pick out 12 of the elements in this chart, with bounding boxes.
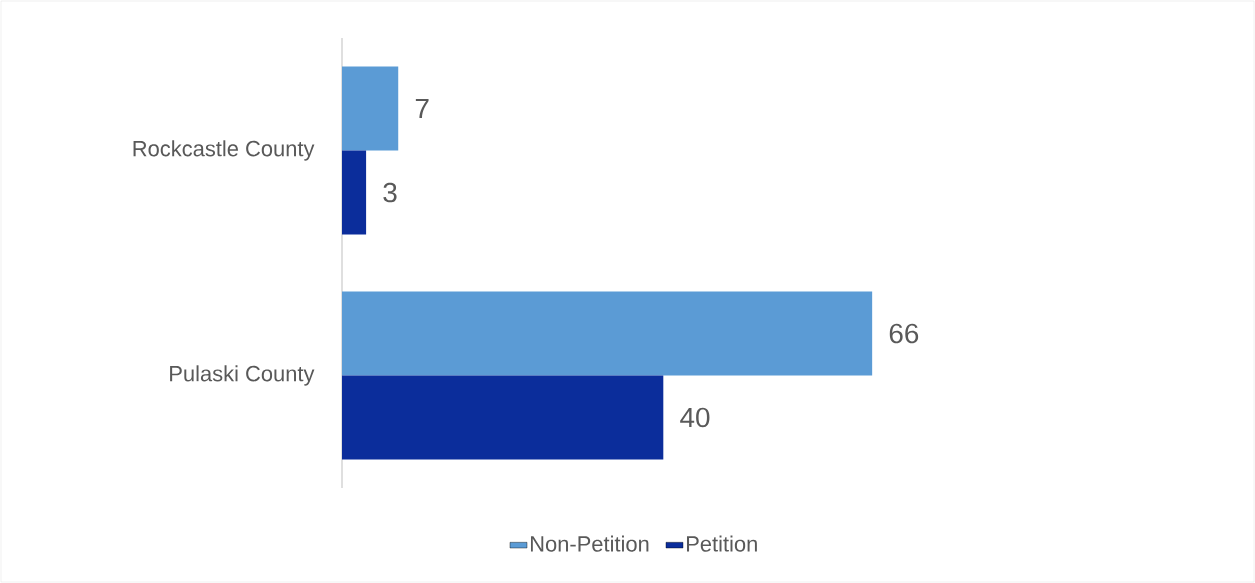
data-label: 7	[415, 98, 429, 119]
bar	[342, 150, 367, 235]
y-tick-label: Pulaski County	[170, 365, 315, 386]
y-tick-label: Rockcastle County	[133, 140, 315, 161]
bar	[342, 66, 399, 151]
data-label: 3	[383, 182, 397, 203]
bar	[342, 291, 873, 376]
legend-label: Non-Petition	[530, 535, 649, 552]
bar	[342, 375, 664, 460]
data-label: 40	[680, 407, 710, 428]
data-label: 66	[889, 323, 919, 344]
legend-label: Petition	[686, 535, 757, 552]
